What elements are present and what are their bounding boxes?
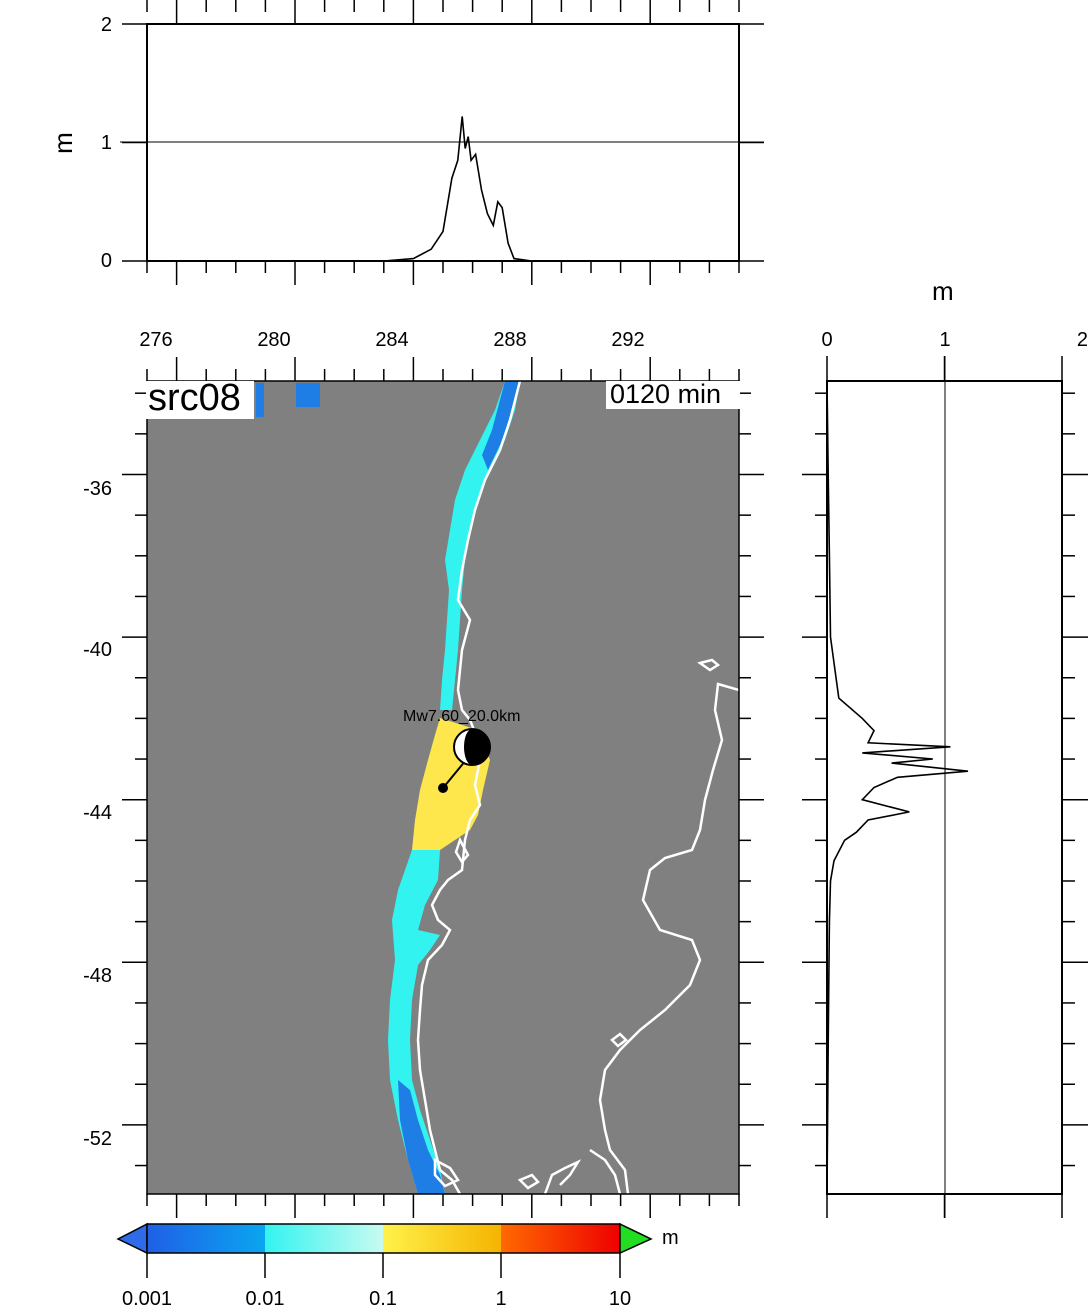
amplitude-band-north-deep [482,381,520,470]
map-xtick-284: 284 [375,329,409,351]
colorbar-tick-10: 10 [608,1288,632,1310]
colorbar [116,1222,653,1278]
colorbar-over-triangle [619,1222,653,1255]
side-profile-xtick-1: 1 [939,329,951,351]
colorbar-seg-2 [265,1224,383,1253]
colorbar-under-triangle [116,1222,148,1255]
colorbar-tick-01: 0.1 [369,1288,397,1310]
side-profile-xtick-0: 0 [821,329,833,351]
map-ticks [122,357,764,1218]
map-xtick-288: 288 [493,329,527,351]
colorbar-unit: m [662,1227,679,1249]
colorbar-tick-0001: 0.001 [121,1288,173,1310]
coastline-island-7 [433,1157,460,1188]
side-profile-xtick-2: 2 [1076,329,1088,351]
map-xtick-280: 280 [257,329,291,351]
colorbar-tick-1: 1 [495,1288,507,1310]
side-profile-ticks [802,356,1088,1218]
wave-amplitude-field [256,381,739,1194]
earthquake-label: Mw7.60_20.0km [403,708,521,725]
coastline-island-4 [589,1148,622,1194]
colorbar-tick-001: 0.01 [245,1288,285,1310]
amplitude-patch-isolated [296,383,320,407]
map-ytick-52: -52 [83,1128,112,1150]
map-ytick-40: -40 [83,639,112,661]
epicenter-dot [438,783,448,793]
map-xtick-276: 276 [139,329,173,351]
side-profile-panel [802,356,1088,1218]
side-profile-line [826,380,969,1195]
coastline-mainland [416,381,522,1194]
map-panel [122,357,764,1218]
time-label: 0120 min [610,379,722,409]
colorbar-seg-4 [501,1224,620,1253]
focal-mechanism-beachball [438,728,491,793]
colorbar-seg-3 [383,1224,501,1253]
colorbar-seg-1 [147,1224,265,1253]
top-profile-ticks [122,0,764,285]
amplitude-band-south-deep [398,1080,445,1194]
time-label-box [606,381,740,409]
coastline-island-6 [517,1173,540,1190]
colorbar-ticks [146,1253,621,1278]
map-ytick-44: -44 [83,802,112,824]
coastline-island-5 [454,836,470,865]
coastlines [416,381,739,1194]
map-xtick-292: 292 [611,329,645,351]
map-ytick-48: -48 [83,965,112,987]
source-label-box [146,381,254,419]
map-ytick-36: -36 [83,478,112,500]
source-label: src08 [148,377,241,419]
coastline-island-1 [697,658,721,672]
amplitude-patch-edge [256,383,264,417]
coastline-island-3 [543,1159,582,1194]
side-profile-xlabel: m [932,276,954,306]
top-profile-panel [120,0,764,285]
top-profile-line [147,116,739,262]
top-profile-ytick-0: 0 [100,250,112,272]
coastline-andes-east [598,682,739,1194]
coastline-island-2 [610,1032,628,1048]
top-profile-ytick-1: 1 [100,132,112,154]
top-profile-ytick-2: 2 [100,14,112,36]
